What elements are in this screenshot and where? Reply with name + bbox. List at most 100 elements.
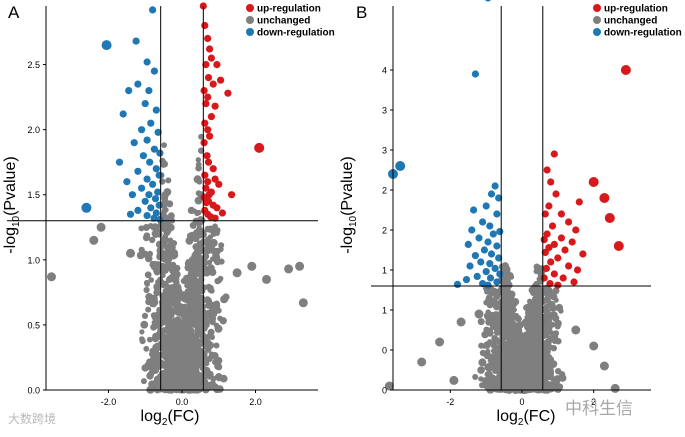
point-unchanged bbox=[170, 360, 179, 369]
point-unchanged bbox=[506, 307, 514, 315]
point-down-regulation bbox=[134, 80, 142, 88]
point-down-regulation bbox=[143, 175, 151, 183]
point-down-regulation bbox=[152, 165, 160, 173]
point-unchanged bbox=[518, 376, 527, 384]
point-unchanged bbox=[208, 268, 217, 277]
y-tick-label: 1.0 bbox=[27, 255, 40, 265]
point-unchanged bbox=[511, 301, 517, 308]
point-up-regulation bbox=[211, 102, 219, 110]
point-unchanged bbox=[496, 351, 503, 358]
point-up-regulation bbox=[254, 142, 265, 153]
point-down-regulation bbox=[149, 6, 157, 14]
point-up-regulation bbox=[579, 250, 587, 258]
point-unchanged bbox=[167, 277, 174, 283]
point-unchanged bbox=[536, 293, 543, 299]
point-up-regulation bbox=[554, 281, 562, 289]
point-unchanged bbox=[140, 378, 147, 385]
point-unchanged bbox=[162, 314, 169, 320]
point-unchanged bbox=[516, 367, 523, 374]
point-unchanged bbox=[187, 347, 193, 354]
point-unchanged bbox=[154, 356, 162, 364]
point-unchanged bbox=[217, 246, 224, 253]
point-unchanged bbox=[541, 375, 548, 382]
point-unchanged bbox=[96, 222, 106, 232]
point-unchanged bbox=[47, 272, 56, 282]
point-unchanged bbox=[509, 385, 517, 392]
point-up-regulation bbox=[550, 150, 558, 158]
point-unchanged bbox=[153, 267, 160, 274]
y-tick-label: 3 bbox=[382, 106, 387, 116]
point-down-regulation bbox=[493, 242, 501, 250]
point-unchanged bbox=[552, 338, 558, 344]
legend-label: unchanged bbox=[257, 16, 310, 27]
point-unchanged bbox=[482, 377, 490, 385]
point-down-regulation bbox=[470, 206, 478, 214]
x-tick-label: -2.0 bbox=[101, 397, 117, 407]
panel-b: B 0 0 1 1 2 2 3 3 4 -2 0 2 log2(FC) -log10(Pvalue) up-r… bbox=[339, 0, 682, 428]
point-unchanged bbox=[148, 277, 154, 283]
point-down-regulation bbox=[468, 226, 476, 234]
point-up-regulation bbox=[548, 222, 557, 230]
watermark-left: 大数跨境 bbox=[8, 412, 57, 426]
point-unchanged bbox=[161, 340, 169, 348]
point-down-regulation bbox=[149, 180, 157, 188]
point-unchanged bbox=[552, 382, 558, 388]
point-up-regulation bbox=[211, 175, 219, 183]
point-unchanged bbox=[188, 286, 196, 294]
point-unchanged bbox=[516, 386, 522, 392]
point-down-regulation bbox=[138, 184, 146, 192]
point-unchanged bbox=[284, 264, 294, 274]
point-unchanged bbox=[178, 322, 185, 329]
point-unchanged bbox=[152, 381, 159, 388]
point-unchanged bbox=[529, 373, 537, 381]
point-unchanged bbox=[484, 363, 493, 372]
point-unchanged bbox=[174, 286, 182, 294]
point-unchanged bbox=[181, 339, 188, 345]
point-up-regulation bbox=[570, 278, 578, 286]
point-unchanged bbox=[190, 260, 198, 268]
point-unchanged bbox=[545, 318, 552, 325]
point-unchanged bbox=[523, 333, 530, 340]
point-up-regulation bbox=[620, 65, 631, 75]
point-unchanged bbox=[209, 238, 218, 247]
point-unchanged bbox=[511, 380, 517, 386]
point-unchanged bbox=[472, 374, 479, 380]
point-unchanged bbox=[203, 343, 211, 351]
point-up-regulation bbox=[552, 190, 560, 198]
legend-label: up-regulation bbox=[257, 4, 321, 15]
point-down-regulation bbox=[485, 0, 491, 2]
point-unchanged bbox=[540, 352, 548, 360]
point-unchanged bbox=[514, 352, 520, 359]
point-unchanged bbox=[553, 297, 559, 303]
point-unchanged bbox=[534, 287, 540, 294]
point-down-regulation bbox=[473, 272, 481, 280]
y-tick-label: 0.0 bbox=[27, 386, 40, 396]
point-unchanged bbox=[141, 250, 149, 258]
point-down-regulation bbox=[484, 238, 492, 246]
point-up-regulation bbox=[204, 178, 212, 186]
point-unchanged bbox=[186, 232, 194, 240]
point-down-regulation bbox=[119, 110, 127, 118]
point-unchanged bbox=[196, 247, 202, 253]
point-unchanged bbox=[527, 298, 533, 305]
point-down-regulation bbox=[147, 119, 155, 127]
point-unchanged bbox=[151, 319, 158, 326]
point-up-regulation bbox=[207, 54, 215, 62]
point-unchanged bbox=[295, 261, 305, 271]
point-unchanged bbox=[548, 374, 555, 381]
point-down-regulation bbox=[143, 212, 151, 220]
point-unchanged bbox=[194, 375, 201, 382]
point-unchanged bbox=[536, 360, 543, 367]
point-unchanged bbox=[186, 354, 192, 361]
point-down-regulation bbox=[134, 206, 142, 214]
point-unchanged bbox=[188, 281, 195, 289]
point-down-regulation bbox=[156, 215, 164, 224]
point-unchanged bbox=[204, 309, 213, 318]
point-unchanged bbox=[146, 363, 155, 371]
y-tick-label: 2 bbox=[382, 186, 387, 196]
point-unchanged bbox=[196, 225, 202, 231]
point-unchanged bbox=[162, 294, 170, 302]
point-unchanged bbox=[543, 303, 550, 310]
point-unchanged bbox=[193, 344, 201, 353]
point-up-regulation bbox=[565, 218, 573, 226]
